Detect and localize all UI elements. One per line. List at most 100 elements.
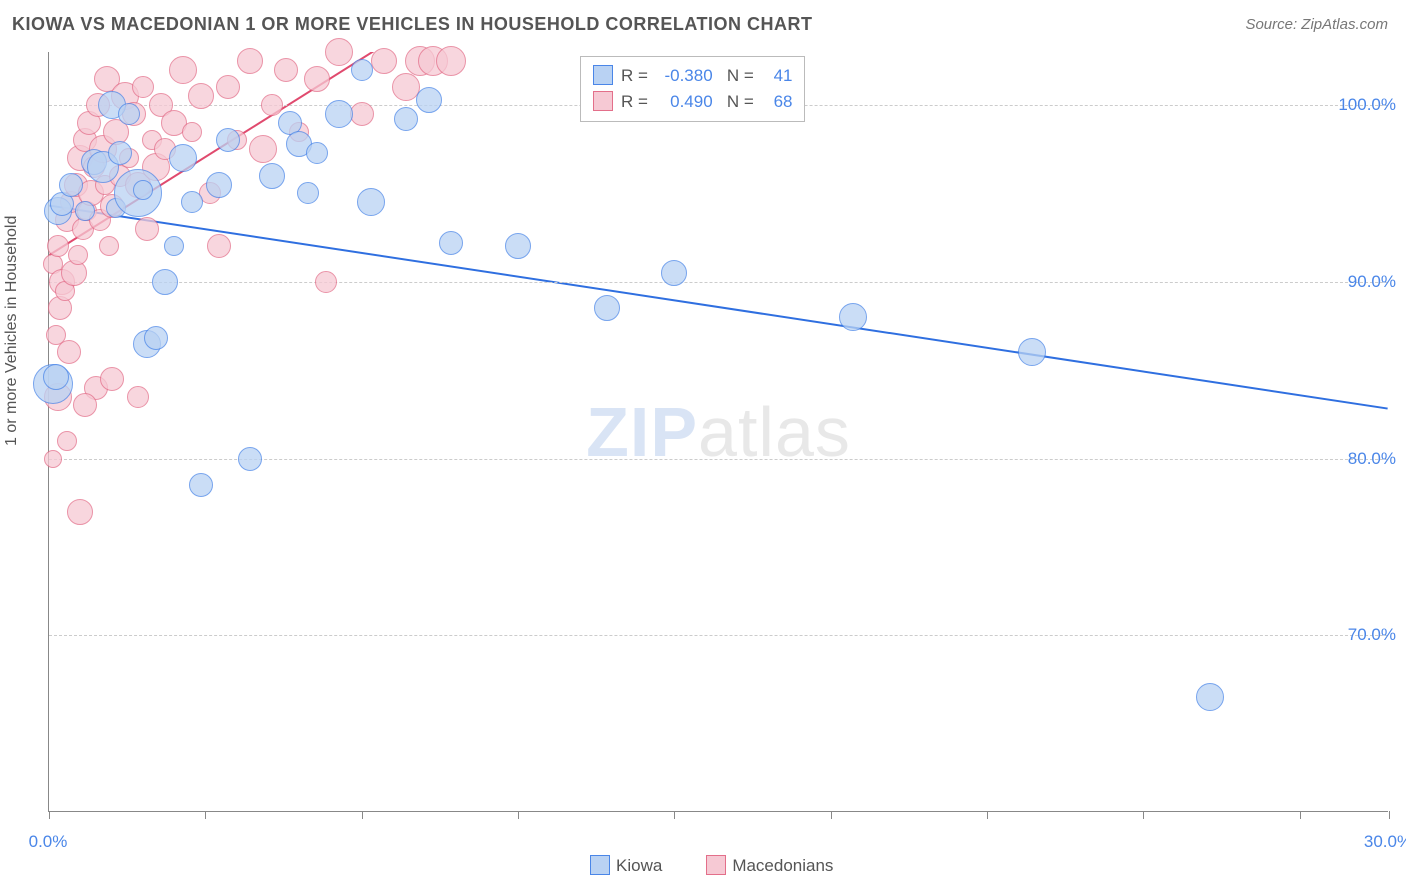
macedonians-point <box>99 236 119 256</box>
legend-n-value: 68 <box>758 89 792 115</box>
series-legend: Kiowa Macedonians <box>590 855 877 876</box>
legend-r-value: 0.490 <box>653 89 713 115</box>
macedonians-point <box>188 83 214 109</box>
macedonians-point <box>261 94 283 116</box>
macedonians-point <box>127 386 149 408</box>
legend-r-label: R = <box>621 66 653 85</box>
kiowa-point <box>133 180 153 200</box>
legend-n-label: N = <box>727 92 759 111</box>
legend-row: R = -0.380 N = 41 <box>593 63 792 89</box>
kiowa-point <box>306 142 328 164</box>
macedonians-point <box>47 235 69 257</box>
y-tick-label: 90.0% <box>1348 272 1396 292</box>
macedonians-point <box>132 76 154 98</box>
kiowa-point <box>43 364 69 390</box>
macedonians-point <box>57 431 77 451</box>
x-tick <box>1143 811 1144 819</box>
macedonians-point <box>274 58 298 82</box>
x-tick <box>987 811 988 819</box>
kiowa-point <box>351 59 373 81</box>
series-legend-item: Macedonians <box>706 856 855 875</box>
kiowa-point <box>1196 683 1224 711</box>
x-tick <box>362 811 363 819</box>
chart-title: KIOWA VS MACEDONIAN 1 OR MORE VEHICLES I… <box>12 14 813 35</box>
legend-n-value: 41 <box>758 63 792 89</box>
y-tick-label: 70.0% <box>1348 625 1396 645</box>
kiowa-point <box>505 233 531 259</box>
legend-n-label: N = <box>727 66 759 85</box>
regression-lines <box>49 52 1388 811</box>
kiowa-regression-line <box>49 206 1387 409</box>
kiowa-point <box>661 260 687 286</box>
macedonians-point <box>325 38 353 66</box>
x-tick <box>518 811 519 819</box>
gridline <box>49 282 1388 283</box>
kiowa-point <box>394 107 418 131</box>
kiowa-point <box>594 295 620 321</box>
kiowa-point <box>152 269 178 295</box>
kiowa-point <box>181 191 203 213</box>
macedonians-point <box>169 56 197 84</box>
kiowa-point <box>206 172 232 198</box>
correlation-chart: KIOWA VS MACEDONIAN 1 OR MORE VEHICLES I… <box>0 0 1406 892</box>
kiowa-point <box>839 303 867 331</box>
kiowa-point <box>169 144 197 172</box>
x-tick <box>831 811 832 819</box>
y-tick-label: 80.0% <box>1348 449 1396 469</box>
source-credit: Source: ZipAtlas.com <box>1245 16 1388 33</box>
correlation-legend: R = -0.380 N = 41R = 0.490 N = 68 <box>580 56 805 122</box>
kiowa-point <box>118 103 140 125</box>
kiowa-point <box>108 141 132 165</box>
y-tick-label: 100.0% <box>1338 95 1396 115</box>
series-legend-label: Macedonians <box>732 856 833 875</box>
watermark: ZIPatlas <box>586 392 851 472</box>
macedonians-point <box>315 271 337 293</box>
kiowa-point <box>164 236 184 256</box>
y-axis-label: 1 or more Vehicles in Household <box>3 216 21 446</box>
gridline <box>49 635 1388 636</box>
kiowa-point <box>75 201 95 221</box>
kiowa-point <box>259 163 285 189</box>
x-tick <box>49 811 50 819</box>
macedonians-point <box>304 66 330 92</box>
kiowa-point <box>357 188 385 216</box>
macedonians-point <box>237 48 263 74</box>
kiowa-point <box>1018 338 1046 366</box>
series-legend-label: Kiowa <box>616 856 662 875</box>
macedonians-point <box>44 450 62 468</box>
macedonians-point <box>249 135 277 163</box>
macedonians-point <box>67 499 93 525</box>
macedonians-point <box>68 245 88 265</box>
legend-r-label: R = <box>621 92 653 111</box>
x-tick <box>1389 811 1390 819</box>
x-tick-label: 0.0% <box>29 832 68 852</box>
macedonians-point <box>436 46 466 76</box>
macedonians-point <box>46 325 66 345</box>
kiowa-point <box>144 326 168 350</box>
x-tick <box>205 811 206 819</box>
kiowa-point <box>297 182 319 204</box>
macedonians-point <box>57 340 81 364</box>
legend-r-value: -0.380 <box>653 63 713 89</box>
legend-swatch <box>590 855 610 875</box>
kiowa-point <box>439 231 463 255</box>
kiowa-point <box>189 473 213 497</box>
series-legend-item: Kiowa <box>590 856 684 875</box>
kiowa-point <box>238 447 262 471</box>
legend-swatch <box>593 91 613 111</box>
kiowa-point <box>59 173 83 197</box>
x-tick <box>674 811 675 819</box>
macedonians-point <box>73 393 97 417</box>
macedonians-point <box>100 367 124 391</box>
macedonians-point <box>371 48 397 74</box>
legend-swatch <box>593 65 613 85</box>
kiowa-point <box>216 128 240 152</box>
macedonians-point <box>216 75 240 99</box>
kiowa-point <box>416 87 442 113</box>
macedonians-point <box>207 234 231 258</box>
kiowa-point <box>325 100 353 128</box>
legend-row: R = 0.490 N = 68 <box>593 89 792 115</box>
x-tick <box>1300 811 1301 819</box>
macedonians-point <box>135 217 159 241</box>
x-tick-label: 30.0% <box>1364 832 1406 852</box>
